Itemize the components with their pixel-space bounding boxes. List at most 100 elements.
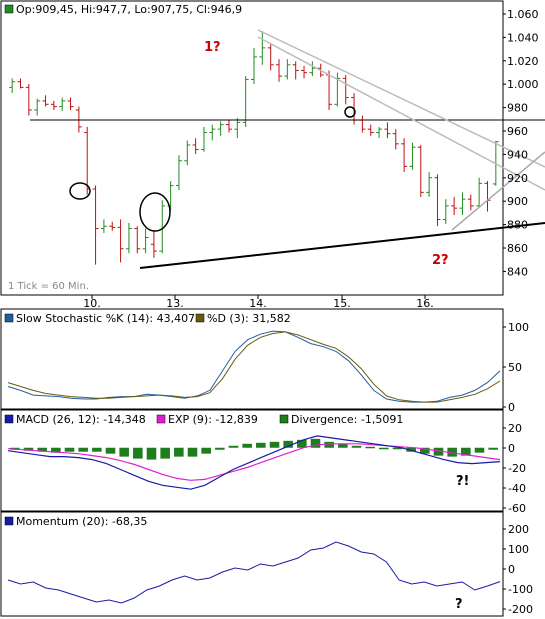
- price-y-tick-label: 1.000: [507, 78, 539, 91]
- divergence-bar: [447, 447, 457, 457]
- divergence-bar: [64, 447, 75, 452]
- divergence-bar: [310, 438, 321, 448]
- price-y-tick-label: 1.020: [507, 55, 539, 68]
- divergence-bar: [92, 447, 102, 452]
- divergence-bar: [78, 447, 88, 452]
- y-tick-label: -20: [508, 462, 526, 475]
- price-candles-layer: [9, 30, 499, 265]
- momentum-legend-swatch: [4, 516, 14, 526]
- divergence-bar: [23, 447, 34, 451]
- stoch-legend-k: Slow Stochastic %K (14): 43,407: [16, 312, 195, 325]
- divergence-bar: [37, 447, 47, 452]
- divergence-bar: [269, 441, 280, 448]
- divergence-bar: [420, 447, 430, 454]
- price-legend-swatch: [4, 4, 14, 14]
- y-tick-label: -200: [508, 603, 533, 616]
- macd-panel-frame: [0, 409, 504, 512]
- exp-legend: EXP (9): -12,839: [168, 413, 258, 426]
- divergence-bar: [228, 445, 239, 448]
- series-line-0: [7, 541, 501, 604]
- tick-note: 1 Tick = 60 Min.: [8, 281, 89, 292]
- divergence-bar: [51, 447, 61, 453]
- y-tick-label: -60: [508, 502, 526, 515]
- price-trendlines-layer: [30, 29, 545, 269]
- divergence-bar: [379, 447, 389, 450]
- y-tick-label: 0: [508, 401, 515, 414]
- stoch-legend-d-swatch: [195, 313, 205, 323]
- stoch-lines-layer: [7, 330, 501, 403]
- price-x-axis-labels: 10. 13. 14. 15. 16.: [83, 295, 434, 310]
- y-tick-label: 100: [508, 543, 529, 556]
- marker-ellipse-large: [139, 192, 171, 232]
- series-line-0: [7, 443, 501, 481]
- divergence-bar: [256, 442, 266, 448]
- momentum-annotation: ?: [455, 597, 463, 612]
- y-tick-label: -40: [508, 482, 526, 495]
- price-y-tick-label: 1.060: [507, 8, 539, 21]
- divergence-bar: [187, 447, 198, 457]
- divergence-bar: [433, 447, 444, 456]
- divergence-bar: [406, 447, 416, 452]
- exp-legend-swatch: [156, 414, 166, 424]
- y-tick-label: 100: [508, 321, 529, 334]
- price-y-tick-label: 980: [507, 102, 528, 115]
- stoch-legend-k-swatch: [4, 313, 14, 323]
- divergence-bar: [338, 443, 348, 448]
- price-y-tick-label: 960: [507, 125, 528, 138]
- marker-ellipse-circle: [344, 106, 356, 118]
- divergence-bar: [297, 439, 307, 448]
- price-y-tick-label: 880: [507, 219, 528, 232]
- price-x-tick-label: 13.: [166, 297, 184, 310]
- divergence-bar: [474, 447, 485, 453]
- stoch-y-axis-labels: 100 50 0: [503, 321, 529, 414]
- price-y-tick-label: 940: [507, 148, 528, 161]
- divergence-bar: [146, 447, 157, 460]
- divergence-bar: [392, 447, 403, 450]
- y-tick-label: -100: [508, 583, 533, 596]
- annotation-2: 2?: [432, 253, 449, 268]
- divergence-bar: [365, 446, 375, 449]
- divergence-bar: [119, 447, 129, 457]
- momentum-layer: [7, 541, 501, 604]
- lower-downtrend-line: [257, 36, 545, 191]
- series-line-1: [7, 331, 501, 403]
- price-x-tick-label: 14.: [249, 297, 267, 310]
- price-y-tick-label: 860: [507, 242, 528, 255]
- y-tick-label: 0: [508, 563, 515, 576]
- macd-legend: MACD (26, 12): -14,348: [16, 413, 146, 426]
- y-tick-label: 20: [508, 422, 522, 435]
- divergence-bar: [488, 447, 498, 450]
- divergence-bar: [201, 447, 211, 454]
- price-panel-frame: [0, 0, 504, 296]
- support-trendline: [139, 222, 545, 269]
- price-y-axis-labels: 1.060 1.040 1.020 1.000 980 960 940 920 900 880 86…: [503, 8, 539, 278]
- series-line-1: [7, 435, 501, 490]
- divergence-bar: [242, 443, 252, 448]
- y-tick-label: 50: [508, 361, 522, 374]
- macd-y-axis-labels: 20 0 -20 -40 -60: [503, 422, 526, 515]
- price-x-tick-label: 10.: [83, 297, 101, 310]
- marker-ellipse-small: [69, 182, 91, 200]
- price-x-tick-label: 16.: [416, 297, 434, 310]
- momentum-panel-frame: [0, 511, 504, 617]
- divergence-bar: [351, 445, 362, 448]
- divergence-bar: [160, 447, 170, 459]
- macd-annotation: ?!: [456, 474, 469, 489]
- stoch-panel-frame: [0, 308, 504, 410]
- div-legend: Divergence: -1,5091: [291, 413, 403, 426]
- price-y-tick-label: 840: [507, 265, 528, 278]
- momentum-legend: Momentum (20): -68,35: [16, 515, 147, 528]
- divergence-bar: [133, 447, 143, 459]
- macd-legend-swatch: [4, 414, 14, 424]
- div-legend-swatch: [279, 414, 289, 424]
- macd-layer: [7, 435, 501, 490]
- price-x-tick-label: 15.: [333, 297, 351, 310]
- momentum-y-axis-labels: 200 100 0 -100 -200: [503, 523, 533, 616]
- annotation-1: 1?: [204, 40, 221, 55]
- price-y-tick-label: 900: [507, 195, 528, 208]
- divergence-bar: [461, 447, 471, 456]
- stoch-legend-d: %D (3): 31,582: [207, 312, 291, 325]
- price-legend: Op:909,45, Hi:947,7, Lo:907,75, Cl:946,9: [16, 3, 242, 16]
- divergence-bar: [283, 440, 293, 448]
